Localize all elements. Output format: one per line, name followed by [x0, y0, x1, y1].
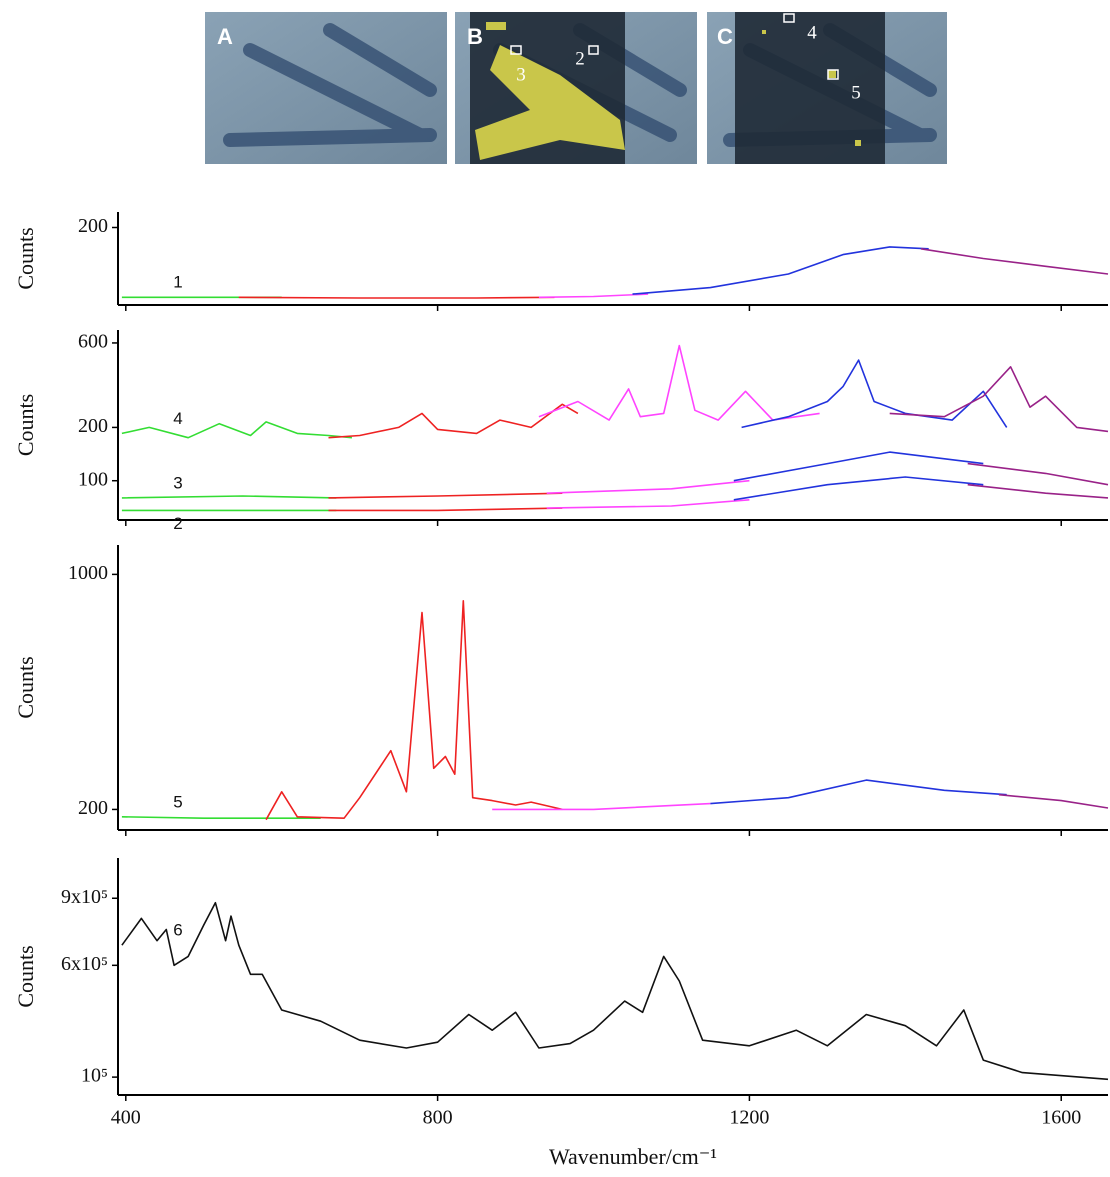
image-label: B — [467, 24, 483, 49]
spectrum-segment — [538, 293, 649, 299]
y-tick-label: 9x10⁵ — [61, 886, 108, 908]
roi-label: 2 — [575, 48, 585, 69]
curve-label: 4 — [173, 409, 182, 428]
y-axis-label: Counts — [13, 945, 38, 1007]
yellow-map — [475, 22, 625, 160]
y-axis-label: Counts — [13, 656, 38, 718]
x-tick-label: 1600 — [1041, 1107, 1081, 1129]
spectrum-segment — [328, 403, 579, 439]
spectrum-segment — [546, 479, 750, 494]
spectrum-segment — [632, 246, 929, 295]
spectrum-segment — [920, 248, 1109, 275]
roi-boxes — [510, 13, 839, 80]
spectrum-segment — [538, 344, 820, 421]
x-tick-label: 400 — [111, 1107, 141, 1129]
y-tick-label: 10⁵ — [81, 1065, 108, 1087]
spectrum-segment — [967, 483, 1109, 499]
roi-label: 4 — [807, 22, 817, 43]
y-tick-label: 200 — [78, 215, 108, 237]
spectrum-segment — [121, 901, 1109, 1081]
y-tick-label: 600 — [78, 331, 108, 353]
spectrum-segment — [710, 779, 1007, 805]
micrographs — [205, 12, 947, 164]
curve-label: 1 — [173, 273, 182, 292]
x-tick-label: 800 — [423, 1107, 453, 1129]
spectrum-segment — [998, 793, 1109, 809]
curve-label: 5 — [173, 792, 182, 811]
spectrum-segment — [238, 296, 555, 299]
y-tick-label: 6x10⁵ — [61, 953, 108, 975]
curve-label: 2 — [173, 514, 182, 533]
spectrum-segment — [889, 366, 1109, 433]
roi-label: 3 — [516, 64, 526, 85]
image-label: C — [717, 24, 733, 49]
y-tick-label: 200 — [78, 797, 108, 819]
spectrum-segment — [741, 359, 1008, 429]
curve-label: 3 — [173, 473, 182, 492]
spectrum-segment — [967, 462, 1109, 486]
spectrum-segment — [121, 495, 337, 499]
y-tick-label: 100 — [78, 468, 108, 490]
spectrum-segment — [733, 451, 984, 482]
y-axis-label: Counts — [13, 394, 38, 456]
y-tick-label: 1000 — [68, 562, 108, 584]
spectrum-segment — [265, 600, 563, 821]
spectrum-segment — [546, 499, 750, 509]
spectrum-segment — [492, 802, 711, 811]
spectrum-segment — [121, 816, 321, 819]
yellow-spots — [762, 30, 861, 146]
roi-label: 5 — [851, 82, 861, 103]
spectrum-segment — [121, 421, 352, 439]
x-axis-label: Wavenumber/cm⁻¹ — [549, 1144, 717, 1169]
curve-label: 6 — [173, 921, 182, 940]
spectrum-segment — [328, 492, 563, 499]
map-c — [735, 12, 885, 164]
image-label: A — [217, 24, 233, 49]
spectrum-segment — [733, 476, 984, 501]
y-tick-label: 200 — [78, 415, 108, 437]
x-tick-label: 1200 — [729, 1107, 769, 1129]
spectrum-segment — [328, 507, 563, 512]
y-axis-label: Counts — [13, 227, 38, 289]
